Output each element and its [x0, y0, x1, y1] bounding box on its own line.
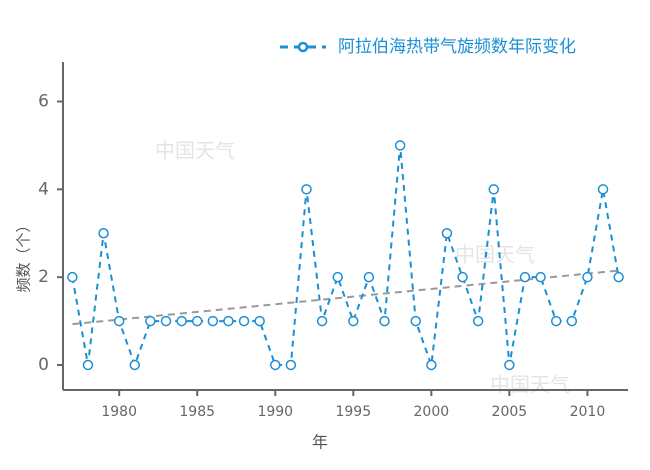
point: [332, 271, 343, 283]
point: [613, 271, 624, 283]
point: [519, 271, 531, 283]
watermark: 中国天气: [155, 139, 235, 163]
point: [410, 315, 421, 327]
y-tick-label: 4: [38, 179, 49, 199]
point: [238, 315, 250, 327]
point: [270, 359, 281, 371]
point: [457, 271, 468, 283]
point: [535, 271, 546, 283]
point: [566, 315, 578, 327]
point: [597, 184, 609, 195]
point: [582, 271, 593, 283]
point: [550, 315, 562, 327]
legend-marker: [297, 41, 309, 53]
x-tick-label: 1980: [101, 404, 137, 420]
point: [363, 271, 375, 283]
point: [176, 315, 187, 327]
point: [504, 359, 515, 371]
y-tick-label: 6: [38, 92, 49, 112]
point: [82, 359, 94, 371]
point: [145, 315, 156, 327]
point: [207, 315, 219, 327]
point: [191, 315, 203, 327]
point: [129, 359, 141, 371]
y-tick-label: 0: [38, 355, 49, 375]
watermark: 中国天气: [455, 243, 535, 267]
point: [348, 315, 359, 327]
x-tick-label: 1995: [335, 404, 371, 420]
point: [285, 359, 297, 371]
point: [113, 315, 125, 327]
point: [98, 227, 109, 239]
y-axis-label: 频数（个）: [15, 217, 33, 292]
point: [426, 359, 437, 371]
point: [488, 184, 500, 195]
x-tick-label: 1985: [179, 404, 215, 420]
point: [441, 227, 453, 239]
series-line: [71, 145, 620, 368]
x-tick-label: 1990: [257, 404, 293, 420]
legend-label: 阿拉伯海热带气旋频数年际变化: [338, 37, 576, 57]
x-tick-label: 2000: [414, 404, 450, 420]
point: [223, 315, 234, 327]
x-tick-label: 2010: [570, 404, 606, 420]
point: [67, 271, 78, 283]
point: [160, 315, 172, 327]
watermark: 中国天气: [490, 373, 570, 397]
x-tick-label: 2005: [492, 404, 528, 420]
point: [316, 315, 328, 327]
point: [472, 315, 484, 327]
point: [379, 315, 390, 327]
y-tick-label: 2: [38, 267, 49, 287]
point: [394, 140, 406, 151]
point: [301, 184, 312, 195]
x-axis-label: 年: [312, 433, 328, 452]
point: [254, 315, 265, 327]
